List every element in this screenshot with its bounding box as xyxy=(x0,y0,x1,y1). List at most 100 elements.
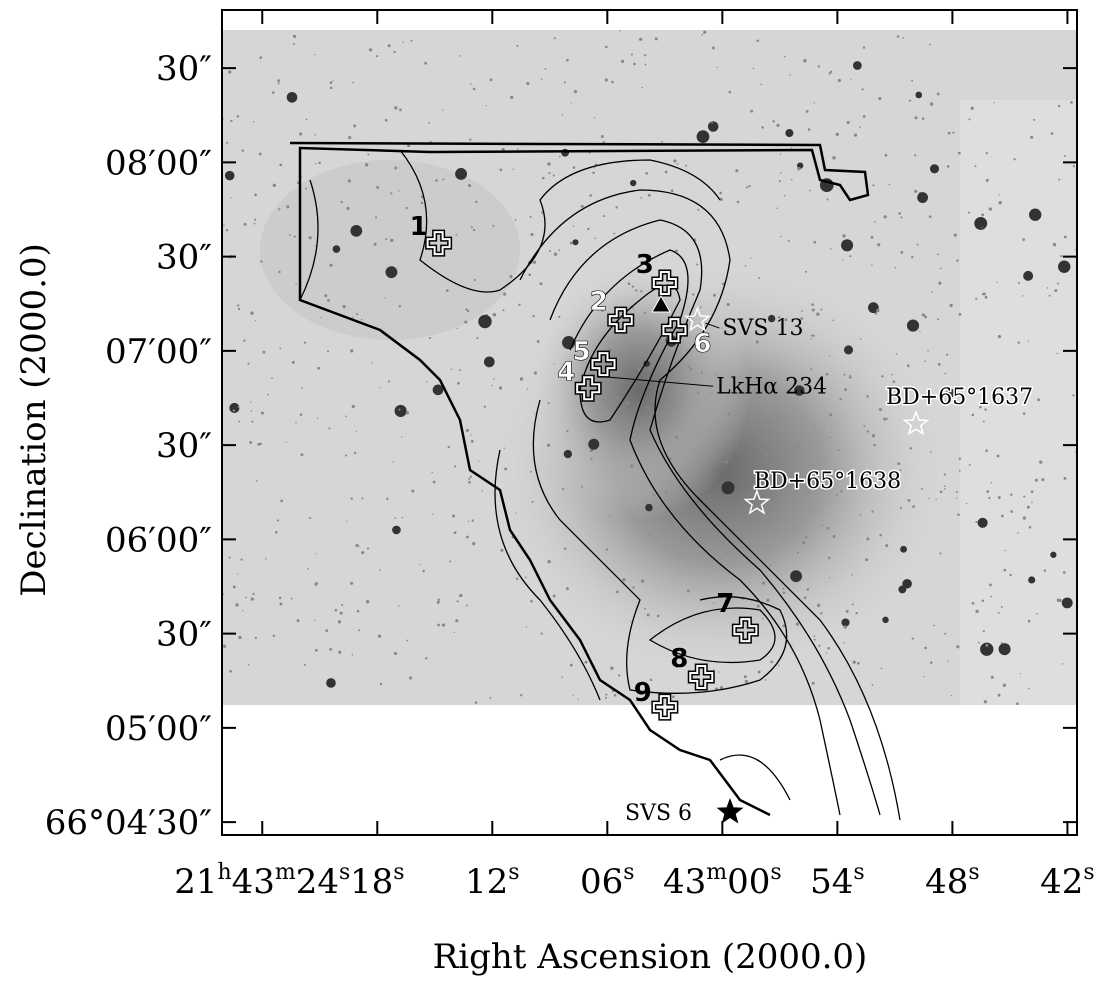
field-star xyxy=(375,216,378,219)
field-star xyxy=(1001,514,1004,518)
field-star xyxy=(243,339,246,342)
field-star xyxy=(515,577,519,581)
contour xyxy=(532,399,788,694)
field-star xyxy=(681,535,684,539)
field-star xyxy=(938,281,942,285)
field-star xyxy=(820,612,823,615)
x-tick-label-part: m xyxy=(706,860,727,885)
field-star xyxy=(379,682,383,686)
source-label: 7 xyxy=(716,589,734,619)
field-star xyxy=(817,65,820,68)
field-star xyxy=(640,579,645,583)
field-star xyxy=(491,384,493,387)
field-star xyxy=(590,457,593,460)
field-star xyxy=(605,548,609,551)
field-star xyxy=(499,168,503,172)
field-star xyxy=(307,567,309,570)
field-star xyxy=(565,587,569,591)
field-star xyxy=(342,304,346,309)
field-star xyxy=(334,608,338,612)
field-star xyxy=(829,436,832,439)
field-star xyxy=(998,643,1011,656)
field-star xyxy=(808,189,811,192)
field-star xyxy=(985,449,988,452)
field-star xyxy=(871,510,874,513)
field-star xyxy=(526,81,530,86)
field-star xyxy=(588,438,600,450)
field-star xyxy=(929,164,940,174)
field-star xyxy=(387,380,391,383)
field-star xyxy=(553,37,556,40)
field-star xyxy=(329,647,333,651)
field-star xyxy=(229,402,240,414)
field-star xyxy=(222,644,227,648)
field-star xyxy=(252,592,255,596)
field-star xyxy=(813,240,817,244)
contour xyxy=(569,249,841,816)
field-star xyxy=(777,417,781,421)
field-star xyxy=(784,318,788,322)
field-star xyxy=(472,87,476,91)
field-star xyxy=(1027,340,1030,342)
field-star xyxy=(252,121,255,123)
field-star xyxy=(503,447,505,449)
x-tick-label: 43m00s xyxy=(663,860,782,902)
field-star xyxy=(791,178,793,181)
field-star xyxy=(518,303,521,306)
field-star xyxy=(604,78,608,82)
field-star xyxy=(251,311,254,313)
star-label: SVS 6 xyxy=(625,801,692,826)
field-star xyxy=(778,180,781,183)
field-star xyxy=(829,413,833,417)
y-tick-label: 05′00″ xyxy=(105,709,212,749)
field-star xyxy=(939,267,942,270)
field-star xyxy=(898,212,901,215)
field-star xyxy=(863,424,866,427)
field-star xyxy=(351,654,354,656)
field-star xyxy=(711,458,714,460)
field-star xyxy=(614,396,618,400)
field-star xyxy=(472,541,476,546)
field-star xyxy=(348,135,352,140)
field-star xyxy=(250,311,254,315)
field-star xyxy=(350,349,354,353)
field-star xyxy=(604,696,607,699)
field-star xyxy=(998,201,1002,205)
field-star xyxy=(280,499,284,503)
field-star xyxy=(952,131,955,134)
field-star xyxy=(846,120,850,125)
field-star xyxy=(426,380,428,383)
field-star xyxy=(385,266,398,279)
field-star xyxy=(633,62,636,66)
field-star xyxy=(1070,101,1073,104)
field-star xyxy=(604,401,606,404)
field-star xyxy=(314,648,318,652)
x-tick-label-part: h xyxy=(217,860,231,885)
field-star xyxy=(644,607,646,610)
field-star xyxy=(735,169,739,173)
field-star xyxy=(721,327,723,329)
field-star xyxy=(465,535,469,539)
field-star xyxy=(450,368,453,371)
field-star xyxy=(979,405,982,409)
field-star xyxy=(466,309,470,313)
field-star xyxy=(879,485,882,487)
field-star xyxy=(904,392,906,394)
field-star xyxy=(710,457,712,459)
field-star xyxy=(874,221,876,223)
field-star xyxy=(301,387,303,389)
x-axis-label: Right Ascension (2000.0) xyxy=(433,937,868,977)
field-star xyxy=(437,623,440,627)
field-star xyxy=(761,126,764,129)
field-star xyxy=(977,641,980,644)
field-star xyxy=(622,578,626,582)
field-star xyxy=(1072,165,1076,168)
field-star xyxy=(805,536,808,539)
field-star xyxy=(646,613,650,617)
field-star xyxy=(345,454,348,457)
field-star xyxy=(876,308,880,313)
field-star xyxy=(351,316,354,319)
field-star xyxy=(604,45,608,49)
field-star xyxy=(355,543,359,548)
field-star xyxy=(1031,501,1033,504)
